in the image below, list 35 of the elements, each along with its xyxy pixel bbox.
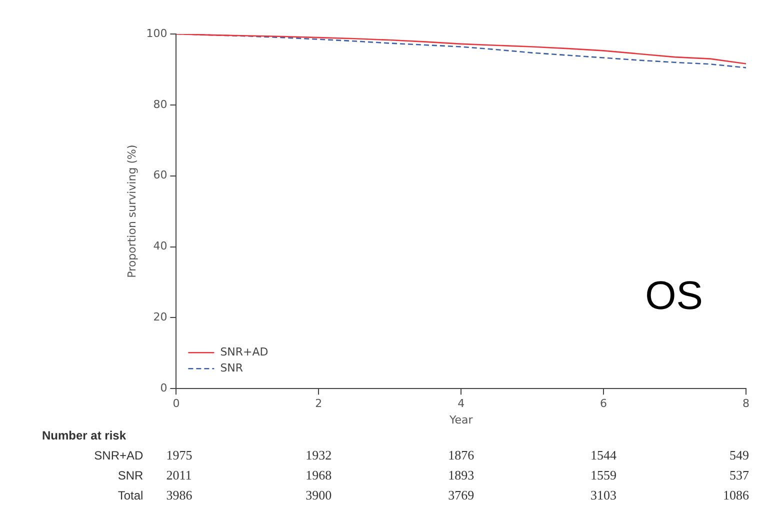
- text: 1893: [448, 468, 474, 483]
- x-tick-label: 0: [172, 397, 180, 410]
- x-tick-label: 4: [458, 397, 465, 410]
- annotation: OS: [645, 274, 703, 318]
- text: 1876: [448, 448, 475, 463]
- text: 537: [730, 468, 750, 483]
- text: 1544: [590, 448, 618, 463]
- text: Total: [118, 488, 144, 503]
- x-tick-label: 2: [315, 397, 322, 410]
- text: 1932: [306, 448, 332, 463]
- text: 1559: [590, 468, 617, 483]
- text: 3986: [166, 488, 193, 503]
- x-tick-label: 6: [600, 397, 608, 410]
- x-tick-label: 8: [742, 397, 750, 410]
- y-tick-label: 80: [153, 98, 168, 111]
- text: 3900: [306, 488, 332, 503]
- text: 3103: [590, 488, 617, 503]
- y-tick-label: 20: [153, 310, 168, 324]
- legend-label: SNR: [220, 361, 244, 374]
- x-axis-title: Year: [448, 413, 474, 426]
- text: 549: [730, 448, 749, 463]
- text: 3769: [448, 488, 474, 503]
- text: Number at risk: [42, 428, 126, 443]
- text: SNR: [118, 468, 144, 483]
- y-axis-title: Proportion surviving (%): [125, 144, 138, 278]
- text: 1975: [166, 448, 192, 463]
- y-tick-label: 0: [160, 381, 168, 394]
- y-tick-label: 100: [146, 26, 168, 40]
- y-tick-label: 60: [153, 168, 168, 182]
- y-tick-label: 40: [153, 240, 168, 253]
- text: 1086: [723, 488, 750, 503]
- text: 2011: [166, 468, 192, 483]
- text: 1968: [306, 468, 332, 483]
- text: SNR+AD: [94, 448, 144, 463]
- legend-label: SNR+AD: [220, 345, 268, 358]
